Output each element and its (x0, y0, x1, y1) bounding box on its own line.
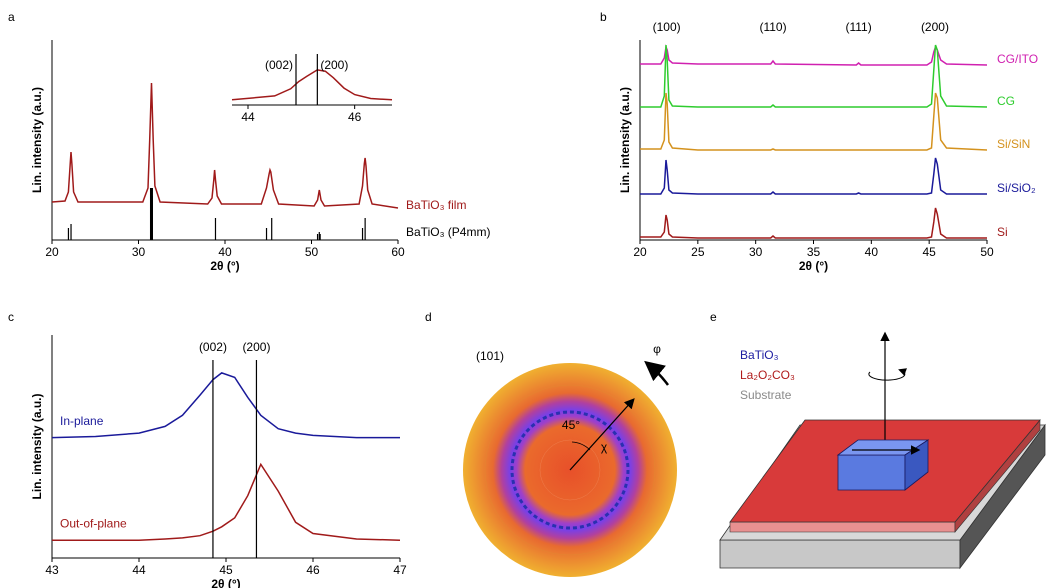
y-axis-label: Lin. intensity (a.u.) (30, 393, 44, 499)
sample-diagram (719, 331, 1046, 570)
inset-tick-label: 44 (241, 110, 255, 124)
x-tick-label: 50 (305, 245, 319, 259)
chi-label: χ (601, 440, 608, 454)
data-line (51, 372, 400, 439)
layer-label: La₂O₂CO₃ (740, 368, 795, 382)
series-label: Si/SiN (997, 137, 1030, 151)
pole-figure (463, 360, 677, 577)
inset-peak-label: (002) (265, 58, 293, 72)
series-label: Si (997, 225, 1008, 239)
panel-letter: d (425, 310, 432, 324)
angle-label: 45° (562, 418, 580, 432)
y-axis-label: Lin. intensity (a.u.) (618, 87, 632, 193)
data-line (640, 92, 988, 151)
x-axis-label: 2θ (°) (799, 259, 828, 273)
reflection-label: (101) (476, 349, 504, 363)
x-tick-label: 45 (922, 245, 936, 259)
x-tick-label: 25 (691, 245, 705, 259)
x-tick-label: 30 (132, 245, 146, 259)
series-label: Out-of-plane (60, 516, 127, 530)
x-tick-label: 60 (391, 245, 405, 259)
phi-label: φ (653, 342, 661, 356)
panel-letter: e (710, 310, 717, 324)
x-axis-label: 2θ (°) (210, 259, 239, 273)
x-tick-label: 20 (633, 245, 647, 259)
x-tick-label: 43 (45, 563, 59, 577)
layer-label: BaTiO₃ (740, 348, 779, 362)
x-tick-label: 20 (45, 245, 59, 259)
y-axis-label: Lin. intensity (a.u.) (30, 87, 44, 193)
data-line (51, 82, 399, 209)
x-axis-label: 2θ (°) (211, 577, 240, 588)
peak-label: (111) (845, 20, 871, 34)
x-tick-label: 45 (219, 563, 233, 577)
data-line (52, 462, 401, 541)
data-line (640, 157, 987, 195)
panel-letter: b (600, 10, 607, 24)
series-label: In-plane (60, 414, 104, 428)
x-tick-label: 35 (807, 245, 821, 259)
x-tick-label: 40 (218, 245, 232, 259)
peak-label: (110) (759, 20, 786, 34)
x-tick-label: 30 (749, 245, 763, 259)
series-label: BaTiO₃ film (406, 198, 466, 212)
x-tick-label: 46 (306, 563, 320, 577)
panel-letter: a (8, 10, 15, 24)
x-tick-label: 50 (980, 245, 994, 259)
series-label: CG (997, 94, 1015, 108)
peak-label: (200) (242, 340, 270, 354)
data-line (640, 207, 987, 239)
inset-peak-label: (200) (320, 58, 348, 72)
series-label: Si/SiO₂ (997, 181, 1036, 195)
x-tick-label: 47 (393, 563, 407, 577)
x-tick-label: 40 (865, 245, 879, 259)
series-label: CG/ITO (997, 52, 1038, 66)
x-tick-label: 44 (132, 563, 146, 577)
layer-label: Substrate (740, 388, 792, 402)
series-label: BaTiO₃ (P4mm) (406, 225, 490, 239)
data-line (640, 44, 988, 108)
peak-label: (002) (199, 340, 227, 354)
peak-label: (200) (921, 20, 949, 34)
inset-line (231, 69, 393, 101)
peak-label: (100) (653, 20, 681, 34)
panel-letter: c (8, 310, 14, 324)
inset-tick-label: 46 (348, 110, 362, 124)
